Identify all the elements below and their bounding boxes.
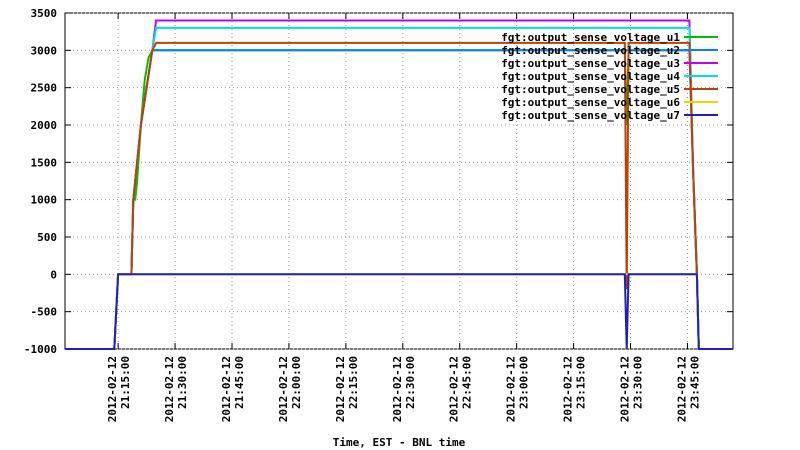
legend-label: fgt:output_sense_voltage_u5 bbox=[501, 83, 680, 96]
y-tick-label: 0 bbox=[50, 268, 57, 281]
series-line bbox=[65, 273, 733, 350]
x-tick-label: 2012-02-1222:00:00 bbox=[277, 356, 303, 422]
x-tick-label: 2012-02-1221:30:00 bbox=[163, 356, 189, 422]
x-tick-label: 2012-02-1221:45:00 bbox=[220, 356, 246, 422]
x-tick-label: 2012-02-1223:45:00 bbox=[675, 356, 701, 422]
x-tick-label: 2012-02-1223:00:00 bbox=[505, 356, 531, 422]
legend-label: fgt:output_sense_voltage_u6 bbox=[501, 96, 680, 109]
y-tick-label: 3500 bbox=[31, 7, 58, 20]
y-tick-label: 2000 bbox=[31, 119, 58, 132]
legend-label: fgt:output_sense_voltage_u7 bbox=[501, 109, 680, 122]
y-tick-label: 1000 bbox=[31, 194, 58, 207]
x-tick-label: 2012-02-1223:30:00 bbox=[619, 356, 645, 422]
legend-label: fgt:output_sense_voltage_u1 bbox=[501, 31, 680, 44]
y-tick-label: -500 bbox=[31, 306, 58, 319]
y-tick-label: 1500 bbox=[31, 156, 58, 169]
x-tick-label: 2012-02-1222:45:00 bbox=[448, 356, 474, 422]
plot-frame bbox=[64, 12, 734, 350]
legend-label: fgt:output_sense_voltage_u2 bbox=[501, 44, 680, 57]
x-axis-label: Time, EST - BNL time bbox=[333, 436, 466, 449]
x-tick-label: 2012-02-1222:30:00 bbox=[391, 356, 417, 422]
legend-label: fgt:output_sense_voltage_u4 bbox=[501, 70, 680, 83]
y-tick-label: 3000 bbox=[31, 44, 58, 57]
y-tick-label: -1000 bbox=[24, 343, 57, 356]
x-tick-label: 2012-02-1221:15:00 bbox=[106, 356, 132, 422]
y-tick-label: 500 bbox=[37, 231, 57, 244]
legend-label: fgt:output_sense_voltage_u3 bbox=[501, 57, 680, 70]
y-tick-label: 2500 bbox=[31, 82, 58, 95]
x-tick-label: 2012-02-1223:15:00 bbox=[562, 356, 588, 422]
x-tick-label: 2012-02-1222:15:00 bbox=[334, 356, 360, 422]
